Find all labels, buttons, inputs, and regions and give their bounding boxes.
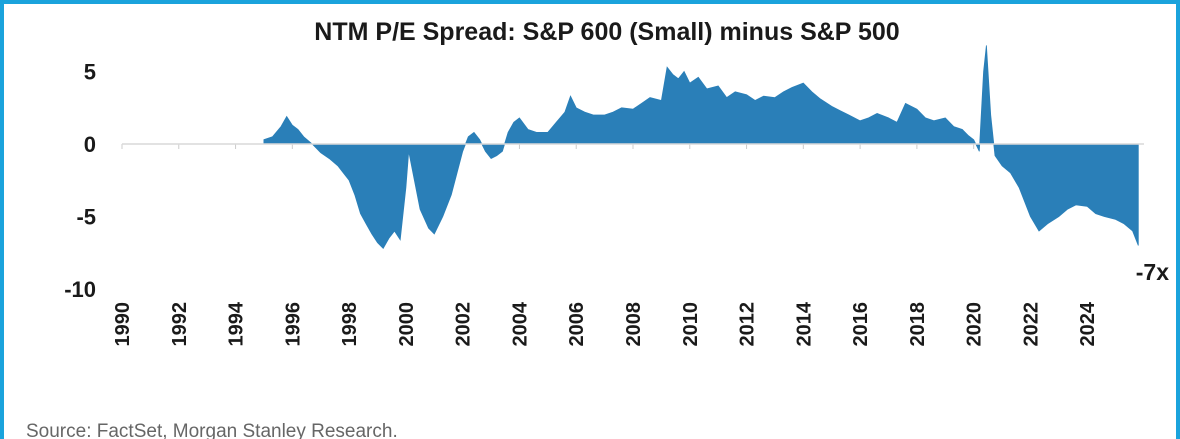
- x-tick-label: 2022: [1020, 302, 1042, 347]
- x-tick-label: 1992: [169, 302, 191, 347]
- y-tick-label: 0: [84, 132, 96, 157]
- x-tick-label: 2020: [964, 302, 986, 347]
- x-tick-label: 2006: [566, 302, 588, 347]
- y-axis-ticks: 5 0 -5 -10: [64, 60, 96, 303]
- source-note: Source: FactSet, Morgan Stanley Research…: [26, 421, 398, 439]
- x-tick-label: 2016: [850, 302, 872, 347]
- x-tick-label: 2010: [680, 302, 702, 347]
- x-tick-label: 2024: [1077, 301, 1099, 346]
- x-tick-label: 2018: [907, 302, 929, 347]
- x-tick-label: 1990: [112, 302, 134, 347]
- x-tick-label: 1994: [226, 301, 248, 346]
- x-tick-label: 2004: [509, 301, 531, 346]
- y-tick-label: -10: [64, 277, 96, 302]
- x-tick-label: 2014: [793, 301, 815, 346]
- spread-area: [263, 45, 1139, 250]
- x-tick-label: 2008: [623, 302, 645, 347]
- x-axis-ticks: 1990 1992 1994 1996 1998 2000 2002 2004 2006 2008…: [112, 144, 1099, 347]
- x-tick-label: 2000: [396, 302, 418, 347]
- chart-title: NTM P/E Spread: S&P 600 (Small) minus S&…: [314, 18, 899, 46]
- x-tick-label: 2002: [453, 302, 475, 347]
- y-tick-label: -5: [76, 205, 96, 230]
- end-value-label: -7x: [1136, 259, 1169, 285]
- pe-spread-chart: NTM P/E Spread: S&P 600 (Small) minus S&…: [26, 18, 1169, 439]
- x-tick-label: 1996: [282, 302, 304, 347]
- y-tick-label: 5: [84, 60, 96, 85]
- x-tick-label: 2012: [737, 302, 759, 347]
- x-tick-label: 1998: [339, 302, 361, 347]
